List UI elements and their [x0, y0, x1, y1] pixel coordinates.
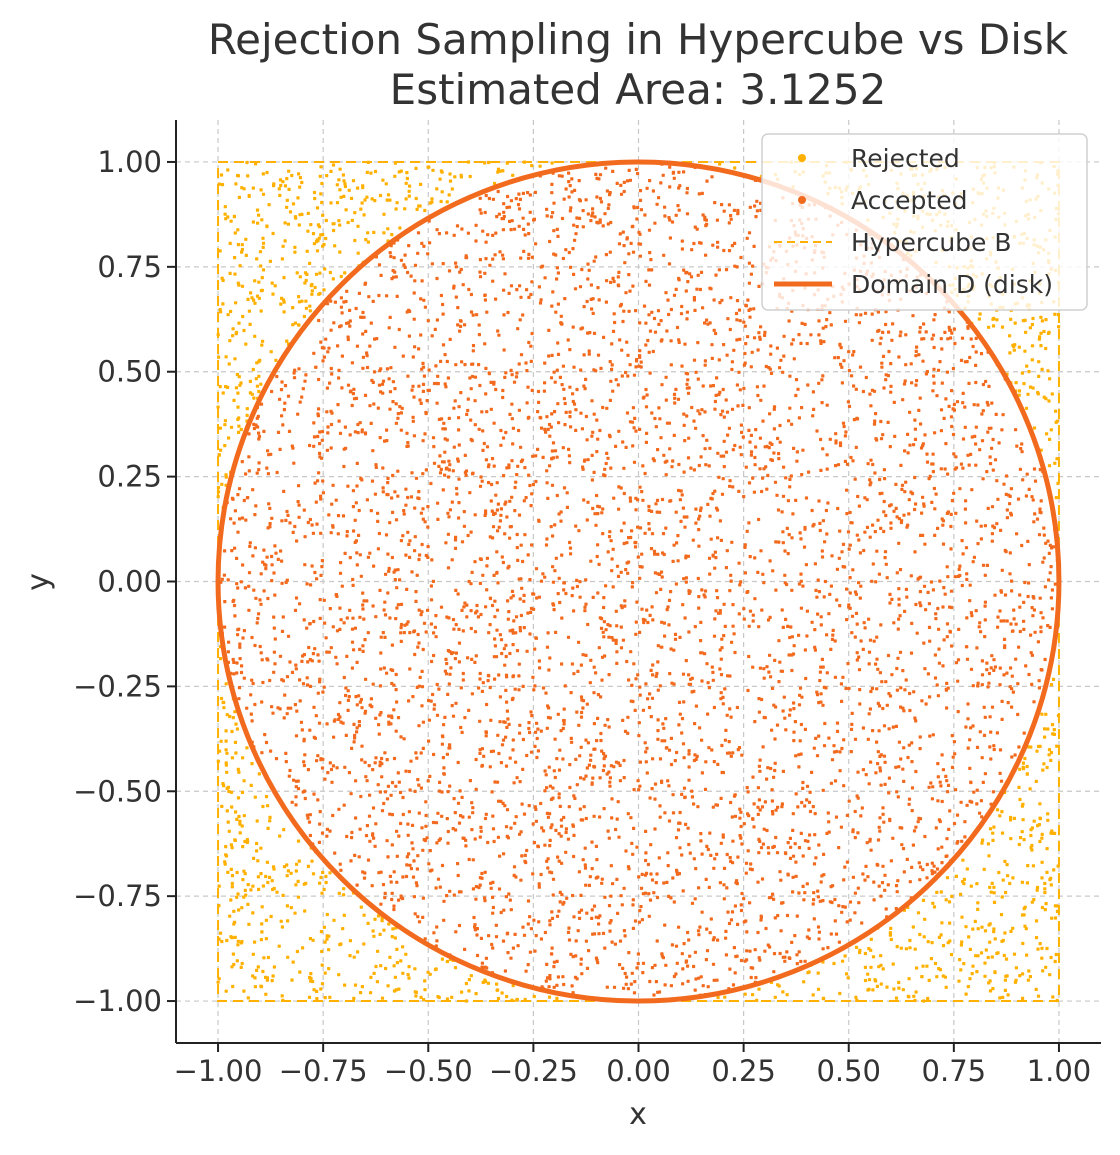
x-tick-label: 1.00 — [1027, 1054, 1092, 1088]
disk-outline — [215, 159, 1062, 1004]
y-tick-label: 0.25 — [97, 460, 162, 494]
region-outlines — [215, 159, 1062, 1004]
x-tick-label: −0.50 — [384, 1054, 473, 1088]
y-tick-label: −0.75 — [73, 879, 162, 913]
x-tick-label: −0.25 — [489, 1054, 578, 1088]
tick-labels: −1.00 −0.75 −0.50 −0.25 0.00 0.25 0.50 0.75 1.00… — [73, 145, 1091, 1088]
y-tick-label: 0.00 — [97, 565, 162, 599]
x-tick-label: −1.00 — [174, 1054, 263, 1088]
legend-label: Accepted — [851, 186, 967, 215]
x-tick-label: 0.75 — [922, 1054, 987, 1088]
x-tick-label: 0.00 — [606, 1054, 671, 1088]
y-tick-label: 0.75 — [97, 250, 162, 284]
grid-lines — [176, 120, 1101, 1043]
legend-label: Rejected — [851, 144, 960, 173]
legend-label: Hypercube B — [851, 228, 1012, 257]
y-tick-label: 0.50 — [97, 355, 162, 389]
chart-subtitle: Estimated Area: 3.1252 — [390, 65, 887, 114]
legend-marker-accepted — [798, 196, 806, 204]
y-tick-label: −1.00 — [73, 984, 162, 1018]
x-tick-label: −0.75 — [279, 1054, 368, 1088]
chart-title: Rejection Sampling in Hypercube vs Disk — [208, 15, 1069, 64]
legend-box — [761, 133, 1088, 311]
legend: Rejected Accepted Hypercube B Domain D (dis… — [761, 133, 1088, 311]
x-tick-label: 0.25 — [711, 1054, 776, 1088]
y-tick-label: −0.50 — [73, 774, 162, 808]
y-axis-label: y — [21, 573, 56, 591]
x-axis-label: x — [629, 1097, 647, 1132]
x-tick-label: 0.50 — [816, 1054, 881, 1088]
y-tick-label: 1.00 — [97, 145, 162, 179]
legend-label: Domain D (disk) — [851, 270, 1053, 299]
y-tick-label: −0.25 — [73, 669, 162, 703]
legend-marker-rejected — [798, 154, 806, 162]
